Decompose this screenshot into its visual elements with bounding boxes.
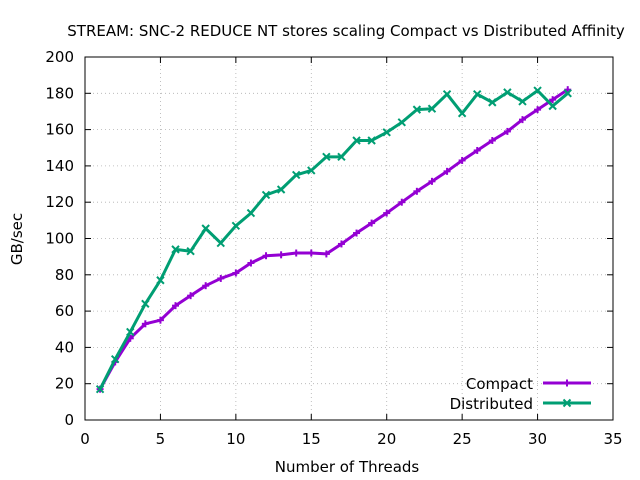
data-point-distributed [186,246,195,256]
x-tick-label: 5 [156,430,166,448]
data-point-distributed [126,327,135,337]
data-point-distributed [412,105,422,114]
legend-marker-distributed [562,398,572,408]
data-point-compact [141,320,149,328]
data-point-distributed [533,86,542,95]
legend-label-distributed: Distributed [450,395,533,413]
data-point-compact [398,198,406,206]
chart-title: STREAM: SNC-2 REDUCE NT stores scaling C… [67,22,625,40]
data-point-compact [307,249,315,257]
y-tick-label: 80 [55,266,74,284]
data-point-compact [443,167,451,175]
data-point-compact [488,136,496,144]
data-point-compact [368,219,376,227]
data-point-compact [503,127,511,135]
data-point-distributed [503,88,512,97]
x-tick-label: 20 [377,430,396,448]
data-point-distributed [518,97,527,106]
data-point-distributed [322,152,331,162]
data-point-compact [322,250,330,258]
x-tick-label: 0 [80,430,90,448]
y-tick-label: 20 [55,375,74,393]
y-tick-label: 200 [45,48,74,66]
legend-label-compact: Compact [466,375,533,393]
data-point-distributed [261,190,271,200]
data-point-compact [518,116,526,124]
data-point-distributed [397,118,407,127]
y-tick-label: 140 [45,157,74,175]
x-tick-label: 10 [226,430,245,448]
data-point-compact [337,240,345,248]
data-point-compact [202,282,210,290]
data-point-distributed [216,238,225,248]
data-point-distributed [367,136,376,145]
data-point-distributed [201,224,210,233]
legend: Compact Distributed [450,375,591,413]
data-point-compact [262,252,270,260]
data-point-distributed [110,354,120,364]
legend-marker-compact [563,379,571,387]
data-point-distributed [427,104,437,113]
data-point-compact [277,251,285,259]
data-point-compact [292,249,300,257]
data-point-distributed [352,136,361,145]
data-point-distributed [141,299,150,309]
y-tick-label: 160 [45,121,74,139]
data-point-distributed [442,90,452,99]
data-point-compact [428,177,436,185]
x-tick-label: 15 [302,430,321,448]
data-point-distributed [337,152,346,162]
axis-ticks: 0 5 10 15 20 25 30 35 0 20 40 60 80 100 120 140 160 180 20… [45,48,622,448]
y-tick-label: 180 [45,84,74,102]
data-point-compact [413,187,421,195]
x-axis-label: Number of Threads [275,458,420,476]
series-line-distributed [98,89,569,390]
data-point-distributed [95,384,105,394]
data-point-distributed [171,245,180,254]
data-point-compact [172,302,180,310]
data-point-distributed [231,221,241,231]
data-point-distributed [473,90,482,99]
data-point-compact [217,274,225,282]
grid-lines [85,57,613,420]
series-line-compact [98,88,569,390]
y-tick-label: 120 [45,193,74,211]
data-point-compact [534,106,542,114]
data-point-compact [247,259,255,267]
data-point-compact [458,156,466,164]
data-point-distributed [382,128,391,137]
x-tick-label: 25 [453,430,472,448]
y-axis-label: GB/sec [8,213,26,265]
data-point-distributed [488,98,497,107]
y-tick-label: 40 [55,338,74,356]
data-point-compact [353,229,361,237]
x-tick-label: 35 [603,430,622,448]
series-group [95,86,572,394]
data-point-distributed [276,185,286,194]
data-point-compact [549,96,557,104]
data-point-compact [232,269,240,277]
x-tick-label: 30 [528,430,547,448]
data-point-compact [383,209,391,217]
data-point-distributed [156,276,165,285]
data-point-distributed [246,208,256,218]
data-point-distributed [457,109,467,118]
data-point-distributed [291,170,301,180]
data-point-compact [473,146,481,154]
data-point-distributed [563,89,572,98]
y-tick-label: 0 [64,411,74,429]
y-tick-label: 60 [55,302,74,320]
data-point-compact [156,316,164,324]
data-point-distributed [548,101,557,111]
data-point-compact [187,292,195,300]
y-tick-label: 100 [45,230,74,248]
data-point-distributed [307,166,316,175]
